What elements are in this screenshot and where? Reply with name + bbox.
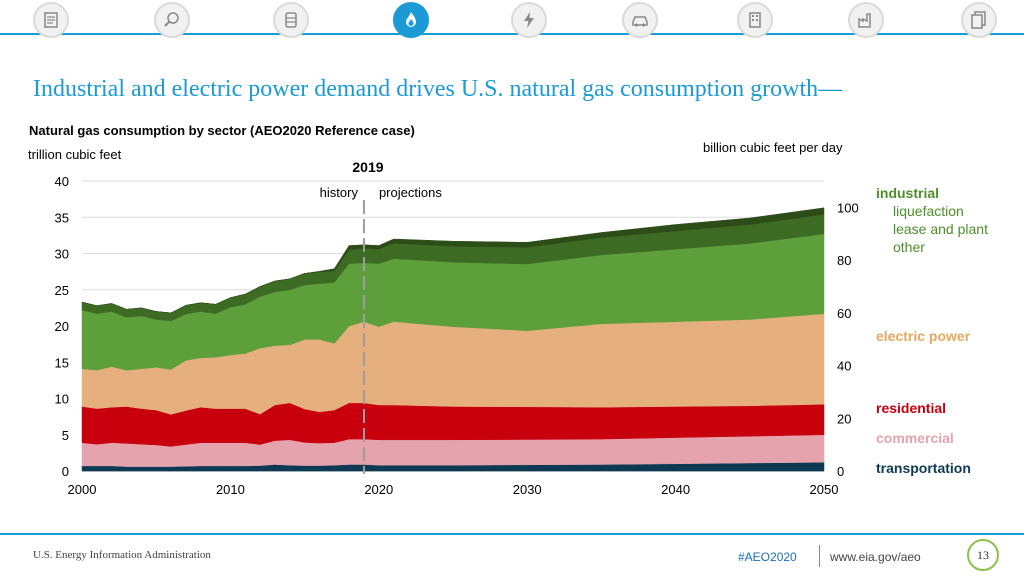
x-tick-label: 2000	[68, 482, 97, 497]
divider-year-label: 2019	[352, 159, 383, 175]
documents-icon[interactable]	[961, 2, 997, 38]
page-title: Industrial and electric power demand dri…	[33, 76, 843, 102]
area-industrial_liquefaction	[81, 207, 825, 314]
chart-title: Natural gas consumption by sector (AEO20…	[29, 123, 415, 138]
search-analysis-icon[interactable]	[154, 2, 190, 38]
y-tick-label: 30	[55, 247, 69, 262]
y-tick-label: 20	[55, 319, 69, 334]
y-tick-label-right: 40	[837, 359, 851, 374]
industrial-factory-icon[interactable]	[848, 2, 884, 38]
x-tick-label: 2010	[216, 482, 245, 497]
y-tick-label-right: 80	[837, 253, 851, 268]
y-tick-label-right: 0	[837, 464, 844, 479]
x-tick-label: 2040	[661, 482, 690, 497]
legend-liquefaction: liquefaction	[893, 203, 964, 219]
footer-url[interactable]: www.eia.gov/aeo	[830, 550, 921, 564]
legend-lease-and-plant: lease and plant	[893, 221, 988, 237]
overview-icon[interactable]	[33, 2, 69, 38]
transportation-car-icon[interactable]	[622, 2, 658, 38]
y-tick-label: 40	[55, 174, 69, 189]
y-tick-label: 10	[55, 392, 69, 407]
x-tick-label: 2050	[810, 482, 839, 497]
x-tick-label: 2020	[364, 482, 393, 497]
y-tick-label: 15	[55, 355, 69, 370]
oil-barrel-icon[interactable]	[273, 2, 309, 38]
y-tick-label-right: 20	[837, 411, 851, 426]
y-tick-label-right: 100	[837, 200, 859, 215]
x-tick-label: 2030	[513, 482, 542, 497]
y-tick-label: 25	[55, 283, 69, 298]
electricity-bolt-icon[interactable]	[511, 2, 547, 38]
header-rule	[0, 33, 1024, 35]
natural-gas-flame-icon[interactable]	[393, 2, 429, 38]
legend-electric-power: electric power	[876, 328, 971, 344]
y-axis-label-left: trillion cubic feet	[28, 147, 122, 162]
projections-label: projections	[379, 185, 442, 200]
footer-organization: U.S. Energy Information Administration	[33, 549, 211, 561]
y-tick-label: 35	[55, 210, 69, 225]
page-number: 13	[967, 539, 999, 571]
y-axis-label-right: billion cubic feet per day	[703, 140, 843, 155]
y-tick-label-right: 60	[837, 306, 851, 321]
footer-hashtag[interactable]: #AEO2020	[738, 550, 797, 564]
legend-other: other	[893, 239, 925, 255]
header-nav	[0, 0, 1024, 46]
y-tick-label: 5	[62, 428, 69, 443]
buildings-icon[interactable]	[737, 2, 773, 38]
footer-separator	[819, 545, 820, 567]
legend-transportation: transportation	[876, 460, 971, 476]
legend-industrial: industrial	[876, 185, 939, 201]
history-label: history	[320, 185, 359, 200]
y-tick-label: 0	[62, 464, 69, 479]
legend-residential: residential	[876, 400, 946, 416]
legend-commercial: commercial	[876, 430, 954, 446]
footer-rule	[0, 533, 1024, 535]
